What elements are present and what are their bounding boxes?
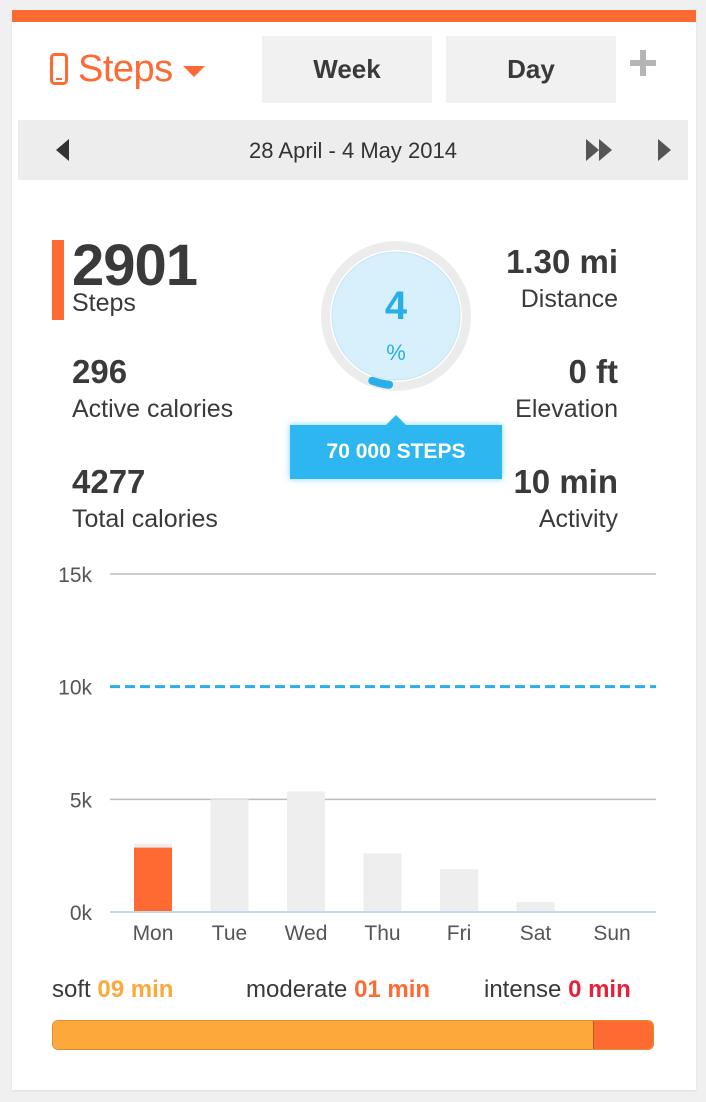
phone-icon [50,53,68,85]
goal-percent: 4 [384,284,408,328]
fast-forward-icon[interactable] [586,139,614,161]
activity-breakdown-bar [52,1020,654,1050]
active-calories-value: 296 [72,353,128,390]
chart-svg: 0k 5k 10k 15k Mon Tue Wed Thu Fri Sat Sun [58,564,656,945]
y-tick-label: 0k [70,902,93,925]
arrow-left-icon[interactable] [56,139,69,161]
activity-intense-value: 0 min [568,976,631,1003]
activity-moderate-label: moderate [246,976,348,1003]
y-tick-label: 5k [70,789,93,812]
gauge-progress-arc [368,376,394,389]
stat-distance: 1.30 mi Distance [506,244,618,314]
activity-intense-label: intense [484,976,562,1003]
activity-soft-label: soft [52,976,91,1003]
tab-day[interactable]: Day [446,36,616,103]
activity-moderate: moderate 01 min [246,976,430,1004]
activity-soft-segment [53,1021,593,1049]
arrow-right-icon[interactable] [658,139,671,161]
goal-progress-gauge: 4 % [318,238,474,394]
bar [134,847,172,912]
metric-selector[interactable]: Steps [50,44,205,94]
goal-badge[interactable]: 70 000 STEPS [290,415,502,479]
activity-label: Activity [538,505,618,533]
elevation-label: Elevation [515,395,618,423]
x-tick-label: Thu [364,922,400,945]
activity-intense: intense 0 min [484,976,631,1004]
caret-down-icon [182,65,205,77]
x-tick-label: Sat [520,922,552,945]
goal-percent-unit: % [386,340,406,365]
y-tick-label: 15k [58,564,92,587]
distance-value: 1.30 mi [506,243,618,280]
stat-active-calories: 296 Active calories [72,354,233,424]
metric-label: Steps [78,47,173,90]
activity-soft-value: 09 min [97,976,174,1003]
elevation-value: 0 ft [568,353,619,390]
date-range: 28 April - 4 May 2014 [249,138,457,163]
y-tick-label: 10k [58,677,92,700]
stat-activity: 10 min Activity [513,464,618,534]
tab-week[interactable]: Week [262,36,432,103]
steps-panel: Steps Week Day 28 April - 4 May 2014 290… [12,10,696,1090]
bar [210,799,249,912]
activity-moderate-value: 01 min [354,976,431,1003]
distance-label: Distance [520,285,618,313]
activity-moderate-segment [593,1021,653,1049]
total-calories-label: Total calories [72,505,218,533]
x-tick-label: Sun [593,922,630,945]
stat-total-calories: 4277 Total calories [72,464,218,534]
plus-icon[interactable] [630,50,656,76]
active-calories-label: Active calories [72,395,234,423]
stat-elevation: 0 ft Elevation [515,354,618,424]
steps-accent-bar [52,240,64,320]
steps-label: Steps [72,289,136,317]
bar [287,791,325,912]
stat-steps: 2901 Steps [72,233,198,317]
activity-soft: soft 09 min [52,976,173,1004]
bar [440,869,478,912]
x-tick-label: Mon [133,922,174,945]
bar [363,853,402,912]
total-calories-value: 4277 [72,463,146,500]
date-navigation: 28 April - 4 May 2014 [18,120,688,180]
activity-value: 10 min [513,463,618,500]
x-tick-label: Tue [212,922,247,945]
x-tick-label: Fri [447,922,472,945]
steps-value: 2901 [72,233,198,298]
bar [516,901,555,912]
x-tick-label: Wed [285,922,328,945]
weekly-steps-chart: 0k 5k 10k 15k Mon Tue Wed Thu Fri Sat Sun [12,550,696,950]
accent-top-bar [12,10,696,22]
